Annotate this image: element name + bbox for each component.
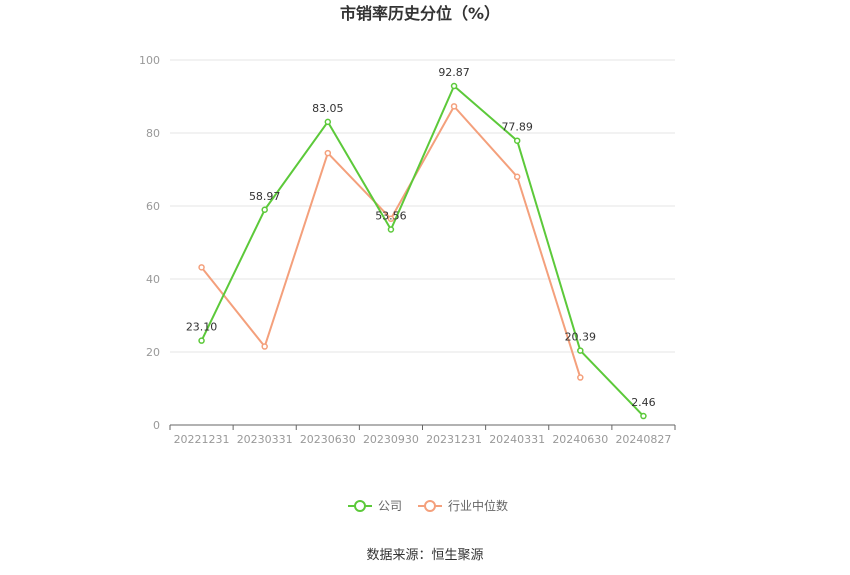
data-label: 92.87 [438,66,470,79]
y-axis: 0 20 40 60 80 100 [139,54,160,432]
data-label: 83.05 [312,102,344,115]
grid-lines [170,59,675,353]
series-layer: 23.10 58.97 83.05 53.56 92.87 77.89 20.39 2.46 [186,66,656,420]
data-point[interactable] [198,264,205,271]
chart-title: 市销率历史分位（%） [340,4,500,23]
data-label: 23.10 [186,321,218,334]
y-tick-label: 80 [146,127,160,140]
data-point[interactable] [324,118,332,126]
y-tick-label: 100 [139,54,160,67]
x-tick-label: 20230630 [300,433,356,446]
source-note: 数据来源：恒生聚源 [366,548,483,563]
legend[interactable]: 公司 行业中位数 [348,498,508,513]
data-point[interactable] [261,343,268,350]
x-tick-label: 20240331 [489,433,545,446]
series-industry-median [198,103,584,381]
data-point[interactable] [450,82,458,90]
data-point[interactable] [513,137,521,144]
data-label: 20.39 [565,331,597,344]
x-axis: 20221231 20230331 20230630 20230930 20231231… [169,424,676,446]
data-point[interactable] [261,206,268,214]
legend-marker-icon [424,500,436,512]
y-tick-label: 0 [153,419,160,432]
data-label: 2.46 [631,396,656,409]
legend-label: 公司 [378,499,402,513]
x-tick-label: 20240827 [615,433,671,446]
data-point[interactable] [577,347,584,354]
data-point[interactable] [387,226,395,233]
data-point[interactable] [450,103,458,110]
legend-label: 行业中位数 [448,498,508,513]
data-point[interactable] [324,149,332,157]
data-label: 53.56 [375,210,407,223]
y-tick-label: 60 [146,200,160,213]
x-tick-label: 20230331 [237,433,293,446]
series-line [200,85,645,417]
series-line [200,105,582,378]
data-point[interactable] [640,412,647,420]
data-label: 77.89 [501,121,533,134]
x-tick-label: 20230930 [363,433,419,446]
series-company: 23.10 58.97 83.05 53.56 92.87 77.89 20.39 2.46 [186,66,656,420]
data-point[interactable] [198,337,205,344]
legend-marker-icon [354,500,366,512]
data-point[interactable] [577,374,584,381]
y-tick-label: 20 [146,346,160,359]
data-point[interactable] [387,215,395,223]
y-tick-label: 40 [146,273,160,286]
data-label: 58.97 [249,190,281,203]
legend-item-company[interactable]: 公司 [348,499,402,513]
x-tick-label: 20221231 [174,433,230,446]
legend-item-industry-median[interactable]: 行业中位数 [418,498,508,513]
x-tick-label: 20240630 [552,433,608,446]
data-point[interactable] [513,173,521,181]
x-tick-label: 20231231 [426,433,482,446]
